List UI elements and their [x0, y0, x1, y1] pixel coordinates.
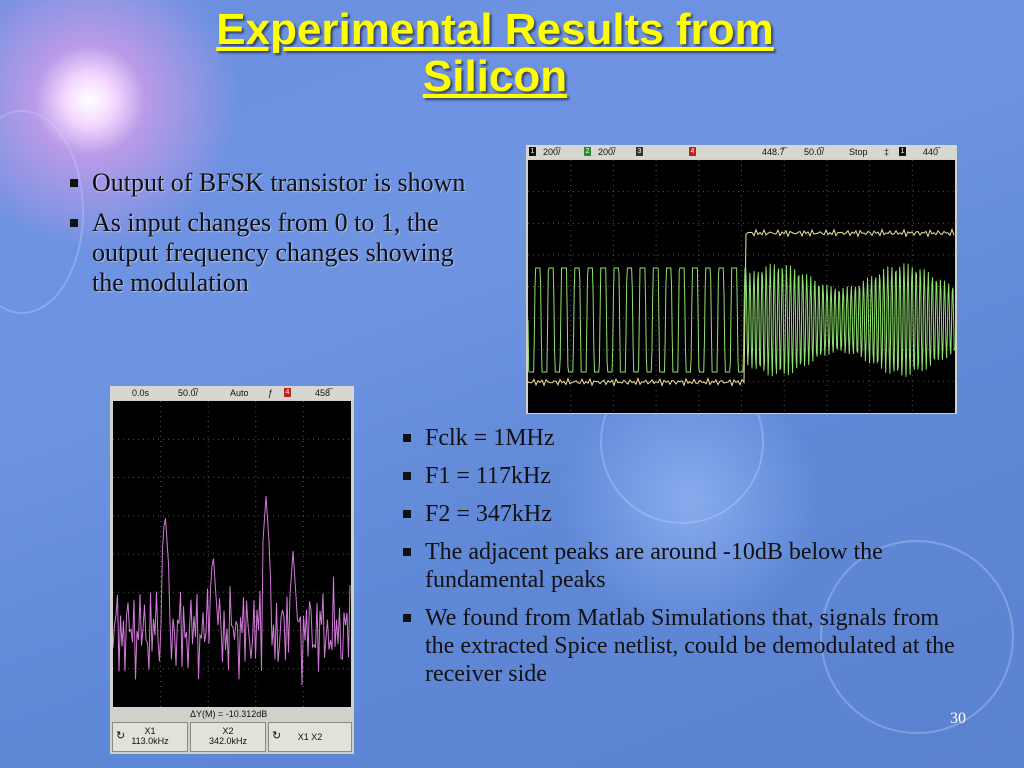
slide-title: Experimental Results from Silicon: [60, 6, 930, 100]
cursor-x1x2-button[interactable]: ↻ X1 X2: [268, 722, 352, 752]
bullet-item: Fclk = 1MHz: [395, 424, 955, 452]
trigger-edge-icon: ‡: [884, 147, 890, 157]
decor-ring: [820, 540, 1014, 734]
cursor-x1x2-label: X1 X2: [297, 732, 323, 742]
channel-2-badge: 2: [584, 147, 591, 156]
trigger-channel-badge: 1: [899, 147, 906, 156]
bullet-item: F1 = 117kHz: [395, 462, 955, 490]
scope-fft-screen: [113, 401, 351, 707]
timebase-readout: 50.0̅/: [804, 147, 825, 157]
trigger-mode: Auto: [230, 388, 249, 398]
bullet-item: Output of BFSK transistor is shown: [62, 168, 482, 198]
slide-title-line2: Silicon: [422, 52, 568, 101]
trigger-level: 440̅: [923, 147, 939, 157]
rotate-icon: ↻: [116, 730, 126, 742]
delta-y-readout: ΔY(M) = -10.312dB: [190, 709, 268, 719]
bullet-item: We found from Matlab Simulations that, s…: [395, 604, 955, 688]
scope-status-bar: 1 200̅/ 2 200̅/ 3 4 448.7̅ 50.0̅/ Stop ‡…: [526, 145, 957, 159]
scope-fft-capture: 0.0s 50.0̅/ Auto ƒ 4 458̅ ΔY(M) = -10.31…: [110, 386, 354, 754]
channel-3-badge: 3: [636, 147, 643, 156]
page-number: 30: [950, 710, 966, 727]
cursor-x1-value: 113.0kHz: [131, 736, 169, 746]
scope-status-bar: 0.0s 50.0̅/ Auto ƒ 4 458̅: [110, 386, 354, 400]
cursor-x1-label: X1: [144, 726, 156, 736]
run-mode: Stop: [849, 147, 868, 157]
cursor-x2-label: X2: [222, 726, 234, 736]
channel-4-badge: 4: [284, 388, 291, 397]
trigger-edge-icon: ƒ: [268, 388, 274, 398]
rotate-icon: ↻: [272, 730, 282, 742]
timebase-readout: 50.0̅/: [178, 388, 199, 398]
cursor-x1-button[interactable]: ↻ X1 113.0kHz: [112, 722, 188, 752]
channel-1-scale: 200̅/: [543, 147, 561, 157]
scope-time-screen: [528, 160, 955, 413]
delay-readout: 448.7̅: [762, 147, 785, 157]
channel-2-scale: 200̅/: [598, 147, 616, 157]
bullet-list-right: Fclk = 1MHz F1 = 117kHz F2 = 347kHz The …: [395, 424, 955, 698]
slide-title-line1: Experimental Results from: [216, 5, 774, 54]
bullet-item: The adjacent peaks are around -10dB belo…: [395, 538, 955, 594]
trigger-level: 458̅: [315, 388, 331, 398]
scope-time-capture: 1 200̅/ 2 200̅/ 3 4 448.7̅ 50.0̅/ Stop ‡…: [526, 145, 957, 414]
channel-1-trace: [528, 227, 955, 387]
time-offset: 0.0s: [132, 388, 150, 398]
bullet-list-left: Output of BFSK transistor is shown As in…: [62, 168, 482, 308]
cursor-x2-button[interactable]: X2 342.0kHz: [190, 722, 266, 752]
bullet-item: As input changes from 0 to 1, the output…: [62, 208, 482, 298]
channel-4-badge: 4: [689, 147, 696, 156]
bullet-item: F2 = 347kHz: [395, 500, 955, 528]
fft-trace: [113, 495, 351, 686]
channel-1-badge: 1: [529, 147, 536, 156]
channel-2-trace: [528, 263, 955, 377]
cursor-x2-value: 342.0kHz: [208, 736, 248, 746]
